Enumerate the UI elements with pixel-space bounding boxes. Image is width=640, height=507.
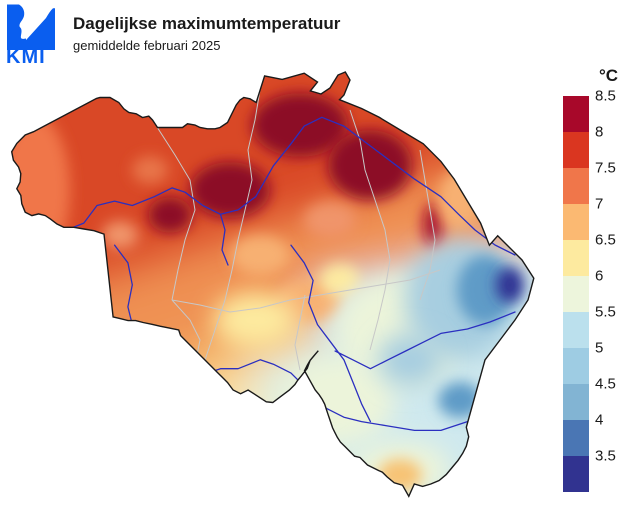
svg-text:KMI: KMI (6, 46, 46, 64)
